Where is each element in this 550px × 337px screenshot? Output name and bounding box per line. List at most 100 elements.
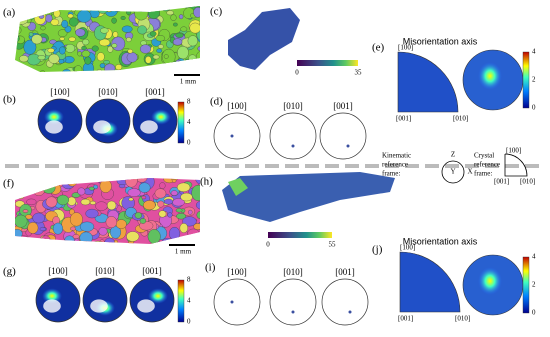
pole-spot	[151, 109, 171, 125]
scale-label: 1 mm	[180, 78, 197, 86]
grain	[110, 72, 114, 76]
pole-point	[346, 144, 350, 148]
grain	[74, 65, 83, 72]
panel-label: (c)	[210, 6, 223, 18]
grain	[77, 187, 86, 196]
pole-label: [001]	[142, 266, 162, 276]
grain	[178, 14, 184, 20]
pole-white	[45, 120, 63, 134]
frame-circle	[441, 160, 465, 184]
grain	[30, 179, 41, 189]
grain	[22, 209, 29, 213]
axis-label: [100]	[400, 244, 415, 252]
grain	[41, 182, 50, 189]
colorbar-tick: 0	[266, 241, 270, 249]
grain	[182, 216, 197, 227]
grain	[39, 227, 46, 232]
colorbar-tick: 4	[532, 48, 536, 56]
grain	[175, 32, 184, 38]
grain	[99, 63, 106, 69]
grain	[16, 244, 20, 249]
grain	[66, 178, 78, 187]
pole-point	[291, 144, 295, 148]
grain	[167, 212, 173, 218]
grain-map-h-hi	[228, 178, 248, 196]
axis-label: [001]	[396, 115, 411, 123]
quarter-figure	[397, 51, 459, 113]
pole-label: [001]	[335, 267, 355, 277]
grain	[73, 178, 82, 181]
grain	[104, 63, 116, 72]
colorbar-tick: 4	[532, 253, 536, 261]
grain	[193, 7, 200, 18]
grain	[43, 6, 57, 14]
grain	[104, 6, 114, 13]
grain	[33, 179, 45, 191]
pole-figure	[269, 112, 317, 160]
grain	[29, 240, 37, 244]
grain	[170, 60, 183, 72]
content: (a) 1 mm (b) [100] [010] [001] 8 4 0 (c) 0 35 (d) [10…	[3, 6, 536, 326]
grain	[175, 59, 181, 64]
pole-label: [010]	[95, 266, 115, 276]
grain	[134, 6, 149, 21]
grain	[53, 9, 61, 18]
grain	[28, 32, 34, 37]
grain	[193, 223, 200, 230]
grain	[45, 14, 53, 23]
grain	[191, 184, 200, 201]
pole-label: [100]	[50, 87, 70, 97]
grain	[95, 201, 108, 211]
grain	[97, 243, 104, 244]
grain	[25, 179, 38, 189]
grain	[53, 178, 65, 180]
pole-spot	[42, 288, 62, 304]
panel-label: (d)	[210, 96, 223, 108]
colorbar-tick: 0	[187, 318, 191, 326]
panel-label: (f)	[3, 178, 14, 190]
frame-axis: [010]	[520, 178, 535, 186]
pole-label: [100]	[227, 267, 247, 277]
grain	[61, 20, 69, 28]
grain	[17, 178, 29, 190]
frame-axis: [001]	[494, 178, 509, 186]
grain	[69, 178, 81, 184]
grain	[31, 180, 46, 196]
axis-label: [010]	[455, 315, 470, 323]
colorbar-tick: 8	[187, 276, 191, 284]
colorbar	[522, 256, 530, 314]
grain	[42, 182, 56, 194]
grain	[111, 17, 117, 24]
grain	[138, 8, 143, 13]
grain	[107, 46, 114, 53]
grain	[40, 235, 51, 244]
grain	[163, 198, 174, 205]
frame-axis: X	[467, 168, 472, 176]
grain	[196, 28, 200, 42]
grain	[121, 25, 133, 33]
pole-point	[348, 310, 352, 314]
grain	[15, 214, 28, 228]
grain	[173, 22, 178, 27]
grain	[159, 66, 166, 72]
grain	[70, 212, 83, 227]
grain	[180, 26, 188, 32]
pole-figure	[213, 278, 261, 326]
colorbar-tick: 35	[355, 69, 363, 77]
grain	[128, 197, 134, 201]
grain	[32, 6, 45, 10]
grain	[99, 179, 112, 193]
grain	[37, 55, 46, 61]
grain	[81, 50, 91, 58]
grain	[139, 218, 147, 224]
grain	[172, 38, 183, 46]
colorbar-tick: 55	[329, 241, 337, 249]
grain	[61, 178, 76, 190]
grain	[31, 34, 43, 45]
grain-map-h	[222, 172, 395, 222]
grain	[176, 58, 185, 67]
grain	[29, 240, 41, 244]
colorbar-tick: 4	[187, 297, 191, 305]
grain	[145, 66, 155, 72]
grain	[50, 18, 60, 26]
